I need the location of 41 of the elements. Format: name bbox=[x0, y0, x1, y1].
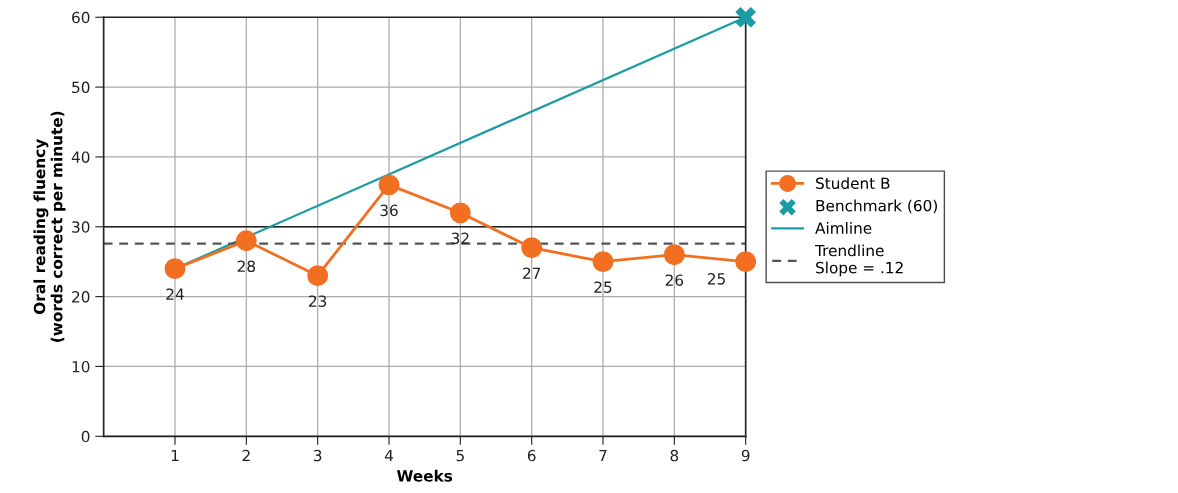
x-tick-label: 2 bbox=[242, 449, 250, 462]
x-tick-label: 1 bbox=[171, 449, 179, 462]
y-tick-label: 60 bbox=[72, 11, 90, 24]
x-tick-label: 9 bbox=[741, 449, 750, 462]
x-tick-label: 8 bbox=[670, 449, 679, 462]
x-tick-label: 5 bbox=[456, 449, 464, 462]
legend-label: Student B bbox=[816, 177, 890, 190]
data-label: 28 bbox=[237, 260, 256, 273]
data-label: 25 bbox=[594, 281, 612, 293]
legend-label: Aimline bbox=[815, 222, 872, 234]
point bbox=[378, 174, 400, 196]
data-label: 36 bbox=[380, 204, 398, 217]
y-tick-label: 0 bbox=[81, 430, 90, 443]
x-tick-label: 7 bbox=[599, 449, 607, 462]
point bbox=[735, 251, 757, 273]
point bbox=[235, 230, 257, 252]
data-label: 23 bbox=[309, 295, 327, 307]
point bbox=[164, 258, 186, 280]
point bbox=[449, 202, 471, 224]
point bbox=[307, 265, 329, 287]
x-tick-label: 6 bbox=[527, 449, 536, 462]
y-tick-label: 50 bbox=[72, 81, 90, 94]
data-label: 27 bbox=[523, 267, 541, 279]
legend-label: Trendline Slope = .12 bbox=[815, 244, 903, 277]
data-label: 25 bbox=[707, 273, 725, 285]
point bbox=[735, 6, 756, 28]
y-tick-label: 10 bbox=[72, 360, 90, 373]
y-tick-label: 40 bbox=[71, 151, 90, 163]
y-tick-label: 30 bbox=[72, 221, 90, 233]
data-label: 26 bbox=[665, 274, 684, 286]
legend-label: Benchmark (60) bbox=[816, 199, 937, 214]
data-label: 32 bbox=[451, 232, 469, 245]
x-axis-title: Weeks bbox=[396, 469, 453, 482]
y-axis-title: Oral reading fluency (words correct per minute) bbox=[33, 111, 66, 342]
data-label: 24 bbox=[166, 288, 184, 300]
x-tick-label: 3 bbox=[313, 449, 322, 462]
point bbox=[592, 251, 614, 273]
x-tick-label: 4 bbox=[384, 449, 394, 462]
point bbox=[663, 244, 685, 266]
point bbox=[521, 237, 543, 259]
y-tick-label: 20 bbox=[72, 291, 90, 303]
